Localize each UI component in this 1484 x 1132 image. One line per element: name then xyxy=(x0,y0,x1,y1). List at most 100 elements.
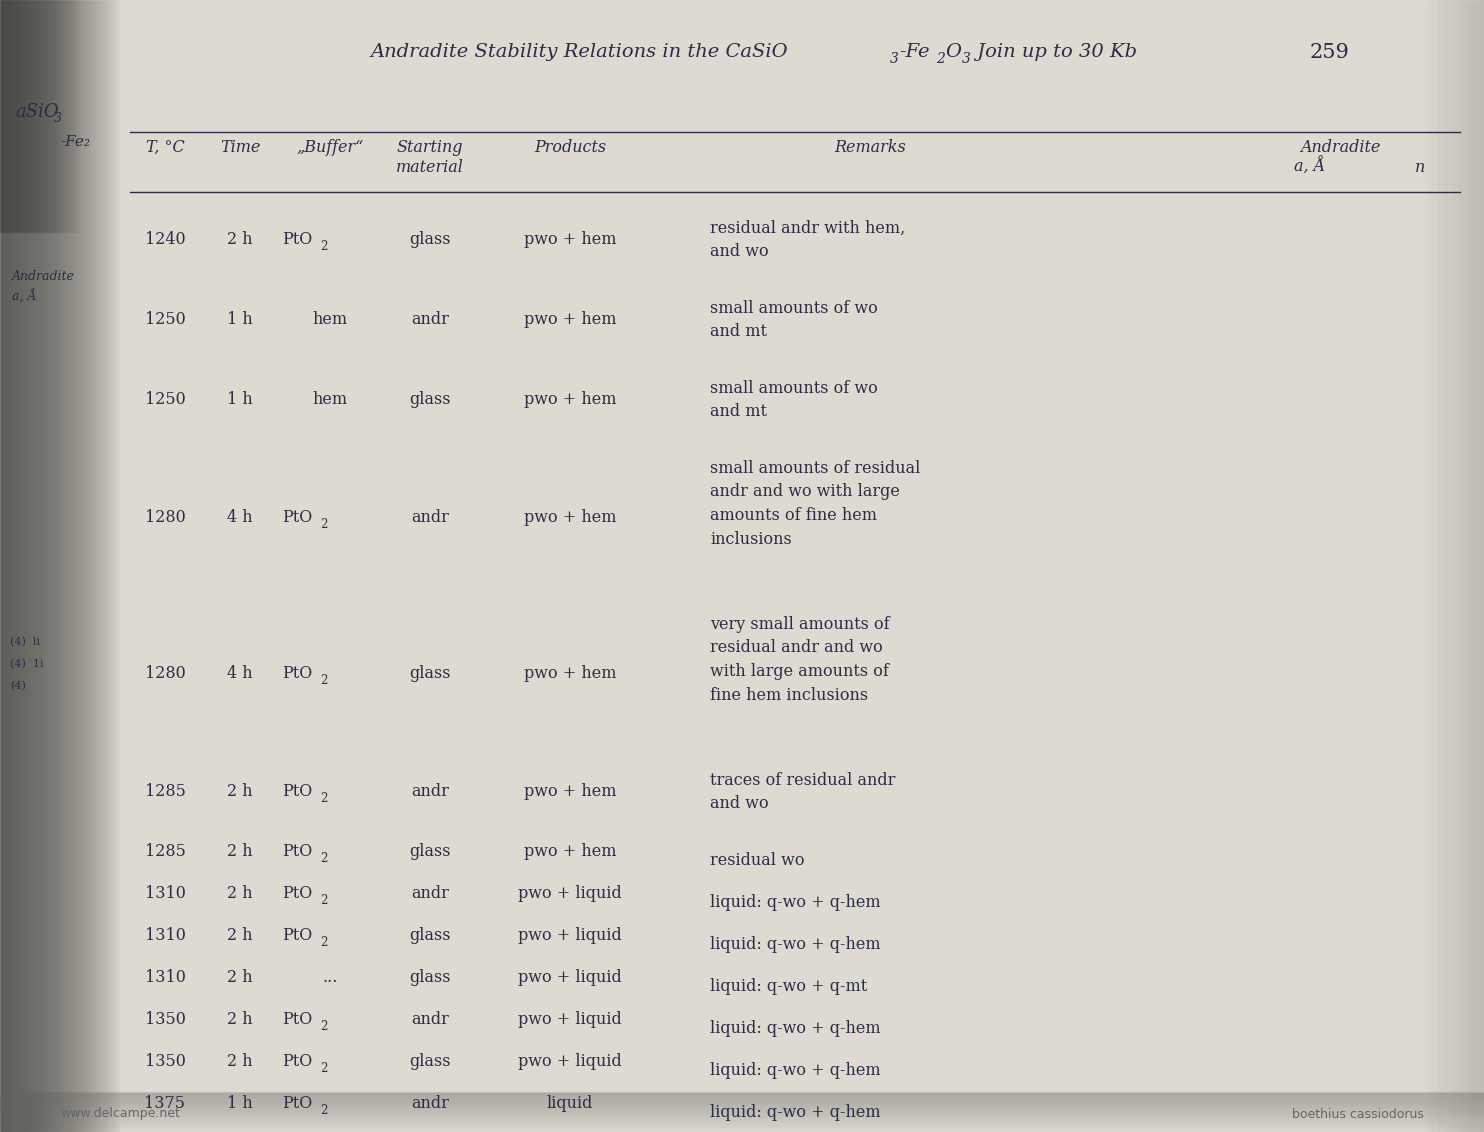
Text: small amounts of residual
andr and wo with large
amounts of fine hem
inclusions: small amounts of residual andr and wo wi… xyxy=(709,460,920,548)
Text: 1285: 1285 xyxy=(144,843,186,860)
Text: pwo + hem: pwo + hem xyxy=(524,231,616,248)
Text: a, Å: a, Å xyxy=(12,290,37,305)
Text: -Fe: -Fe xyxy=(899,43,929,61)
Text: 2 h: 2 h xyxy=(227,231,252,248)
Text: very small amounts of
residual andr and wo
with large amounts of
fine hem inclus: very small amounts of residual andr and … xyxy=(709,616,889,703)
Text: 2 h: 2 h xyxy=(227,885,252,902)
Text: material: material xyxy=(396,158,464,175)
Text: 1250: 1250 xyxy=(144,310,186,327)
Text: 4 h: 4 h xyxy=(227,508,252,525)
Text: hem: hem xyxy=(313,391,347,408)
Text: 1280: 1280 xyxy=(144,664,186,681)
Text: PtO: PtO xyxy=(282,231,312,248)
Text: liquid: q-wo + q-hem: liquid: q-wo + q-hem xyxy=(709,1020,880,1037)
Text: 2 h: 2 h xyxy=(227,782,252,799)
Text: 1375: 1375 xyxy=(144,1096,186,1113)
Text: Remarks: Remarks xyxy=(834,138,905,155)
Text: liquid: q-wo + q-hem: liquid: q-wo + q-hem xyxy=(709,1062,880,1079)
Text: small amounts of wo
and mt: small amounts of wo and mt xyxy=(709,380,877,420)
Text: 1 h: 1 h xyxy=(227,310,252,327)
Text: -Fe₂: -Fe₂ xyxy=(59,135,91,149)
Text: Andradite: Andradite xyxy=(1300,138,1380,155)
Text: pwo + liquid: pwo + liquid xyxy=(518,885,622,902)
Text: glass: glass xyxy=(410,843,451,860)
Text: small amounts of wo
and mt: small amounts of wo and mt xyxy=(709,300,877,341)
Text: liquid: q-wo + q-hem: liquid: q-wo + q-hem xyxy=(709,894,880,911)
Text: glass: glass xyxy=(410,927,451,944)
Text: pwo + hem: pwo + hem xyxy=(524,508,616,525)
Text: 1350: 1350 xyxy=(144,1012,186,1029)
Text: PtO: PtO xyxy=(282,927,312,944)
Text: PtO: PtO xyxy=(282,782,312,799)
Text: 1310: 1310 xyxy=(144,885,186,902)
Text: 2: 2 xyxy=(321,1063,328,1075)
Text: glass: glass xyxy=(410,231,451,248)
Text: 2: 2 xyxy=(321,791,328,805)
Text: n: n xyxy=(1414,158,1425,175)
Text: (4)  li: (4) li xyxy=(10,637,40,648)
Text: 1 h: 1 h xyxy=(227,1096,252,1113)
Text: 1280: 1280 xyxy=(144,508,186,525)
Text: 4 h: 4 h xyxy=(227,664,252,681)
Text: 1250: 1250 xyxy=(144,391,186,408)
Text: www.delcampe.net: www.delcampe.net xyxy=(59,1107,180,1121)
Text: 2 h: 2 h xyxy=(227,1012,252,1029)
Text: Andradite Stability Relations in the CaSiO: Andradite Stability Relations in the CaS… xyxy=(370,43,788,61)
Text: 3: 3 xyxy=(962,52,971,66)
Text: a, Å: a, Å xyxy=(1294,158,1325,177)
Text: pwo + liquid: pwo + liquid xyxy=(518,1054,622,1071)
Text: 2 h: 2 h xyxy=(227,843,252,860)
Text: glass: glass xyxy=(410,391,451,408)
Text: 1310: 1310 xyxy=(144,927,186,944)
Text: 2 h: 2 h xyxy=(227,1054,252,1071)
Text: PtO: PtO xyxy=(282,843,312,860)
Text: glass: glass xyxy=(410,664,451,681)
Text: pwo + liquid: pwo + liquid xyxy=(518,927,622,944)
Text: ...: ... xyxy=(322,969,338,986)
Text: glass: glass xyxy=(410,969,451,986)
Text: O: O xyxy=(945,43,962,61)
Text: liquid: q-wo + q-mt: liquid: q-wo + q-mt xyxy=(709,978,867,995)
Text: 259: 259 xyxy=(1310,43,1350,61)
Text: Andradite: Andradite xyxy=(12,271,74,283)
Text: hem: hem xyxy=(313,310,347,327)
Text: pwo + hem: pwo + hem xyxy=(524,391,616,408)
Text: liquid: q-wo + q-hem: liquid: q-wo + q-hem xyxy=(709,1104,880,1121)
Text: 1 h: 1 h xyxy=(227,391,252,408)
Text: 2: 2 xyxy=(321,894,328,908)
Text: liquid: q-wo + q-hem: liquid: q-wo + q-hem xyxy=(709,936,880,953)
Text: pwo + hem: pwo + hem xyxy=(524,843,616,860)
Text: Join up to 30 Kb: Join up to 30 Kb xyxy=(971,43,1137,61)
Text: 2: 2 xyxy=(321,240,328,252)
Text: Products: Products xyxy=(534,138,605,155)
Text: Starting: Starting xyxy=(396,138,463,155)
Text: PtO: PtO xyxy=(282,885,312,902)
Text: 1350: 1350 xyxy=(144,1054,186,1071)
Text: andr: andr xyxy=(411,1096,450,1113)
Text: andr: andr xyxy=(411,1012,450,1029)
Text: 2 h: 2 h xyxy=(227,969,252,986)
Text: „Buffer“: „Buffer“ xyxy=(297,138,364,155)
Text: andr: andr xyxy=(411,885,450,902)
Text: andr: andr xyxy=(411,782,450,799)
Text: Time: Time xyxy=(220,138,260,155)
Text: glass: glass xyxy=(410,1054,451,1071)
Text: residual wo: residual wo xyxy=(709,852,804,869)
Text: 3: 3 xyxy=(53,112,62,126)
Text: 2: 2 xyxy=(321,1021,328,1034)
Text: 2: 2 xyxy=(321,517,328,531)
Text: liquid: liquid xyxy=(546,1096,594,1113)
Text: pwo + hem: pwo + hem xyxy=(524,782,616,799)
Text: 2: 2 xyxy=(321,852,328,866)
Text: PtO: PtO xyxy=(282,1054,312,1071)
Text: (4)  1i: (4) 1i xyxy=(10,659,43,669)
Text: pwo + liquid: pwo + liquid xyxy=(518,969,622,986)
Text: 2: 2 xyxy=(321,1105,328,1117)
Text: residual andr with hem,
and wo: residual andr with hem, and wo xyxy=(709,220,905,260)
Text: 1310: 1310 xyxy=(144,969,186,986)
Text: (4): (4) xyxy=(10,680,25,692)
Text: 1285: 1285 xyxy=(144,782,186,799)
Text: T, °C: T, °C xyxy=(145,138,184,155)
Text: 2: 2 xyxy=(936,52,945,66)
Text: 2 h: 2 h xyxy=(227,927,252,944)
